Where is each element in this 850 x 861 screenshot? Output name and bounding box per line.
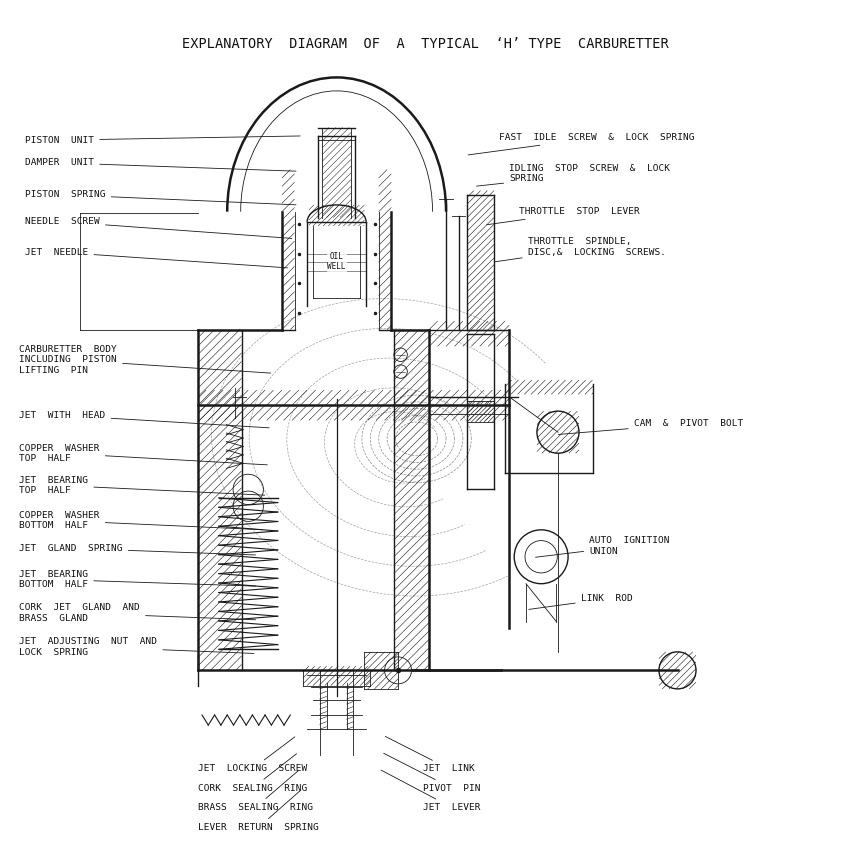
- Text: THROTTLE  STOP  LEVER: THROTTLE STOP LEVER: [487, 208, 640, 225]
- Text: JET  BEARING
BOTTOM  HALF: JET BEARING BOTTOM HALF: [20, 570, 256, 589]
- Text: COPPER  WASHER
BOTTOM  HALF: COPPER WASHER BOTTOM HALF: [20, 511, 263, 530]
- Text: JET  ADJUSTING  NUT  AND
LOCK  SPRING: JET ADJUSTING NUT AND LOCK SPRING: [20, 637, 254, 656]
- Text: CARBURETTER  BODY
INCLUDING  PISTON
LIFTING  PIN: CARBURETTER BODY INCLUDING PISTON LIFTIN…: [20, 345, 271, 375]
- Text: IDLING  STOP  SCREW  &  LOCK
SPRING: IDLING STOP SCREW & LOCK SPRING: [477, 164, 670, 186]
- Text: CORK  JET  GLAND  AND
BRASS  GLAND: CORK JET GLAND AND BRASS GLAND: [20, 604, 256, 623]
- Text: JET  WITH  HEAD: JET WITH HEAD: [20, 411, 269, 428]
- Text: DAMPER  UNIT: DAMPER UNIT: [26, 158, 296, 171]
- Text: JET  LINK: JET LINK: [385, 736, 475, 773]
- Text: AUTO  IGNITION
UNION: AUTO IGNITION UNION: [536, 536, 670, 557]
- Text: JET  LEVER: JET LEVER: [381, 770, 481, 812]
- Text: PISTON  SPRING: PISTON SPRING: [26, 190, 296, 205]
- Text: CORK  SEALING  RING: CORK SEALING RING: [198, 753, 307, 793]
- Text: CAM  &  PIVOT  BOLT: CAM & PIVOT BOLT: [558, 419, 743, 435]
- Text: BRASS  SEALING  RING: BRASS SEALING RING: [198, 771, 313, 812]
- Text: JET  BEARING
TOP  HALF: JET BEARING TOP HALF: [20, 475, 265, 495]
- Text: EXPLANATORY  DIAGRAM  OF  A  TYPICAL  ʻHʼ TYPE  CARBURETTER: EXPLANATORY DIAGRAM OF A TYPICAL ʻHʼ TYP…: [182, 37, 668, 51]
- Text: JET  NEEDLE: JET NEEDLE: [26, 248, 287, 268]
- Text: THROTTLE  SPINDLE,
DISC,&  LOCKING  SCREWS.: THROTTLE SPINDLE, DISC,& LOCKING SCREWS.: [495, 238, 666, 262]
- Text: PIVOT  PIN: PIVOT PIN: [383, 753, 481, 793]
- Text: JET  GLAND  SPRING: JET GLAND SPRING: [20, 544, 256, 555]
- Text: LEVER  RETURN  SPRING: LEVER RETURN SPRING: [198, 790, 319, 833]
- Text: JET  LOCKING  SCREW: JET LOCKING SCREW: [198, 737, 307, 773]
- Text: LINK  ROD: LINK ROD: [529, 594, 632, 610]
- Text: OIL
WELL: OIL WELL: [327, 252, 346, 271]
- Text: FAST  IDLE  SCREW  &  LOCK  SPRING: FAST IDLE SCREW & LOCK SPRING: [468, 133, 694, 155]
- Text: NEEDLE  SCREW: NEEDLE SCREW: [26, 217, 292, 238]
- Text: COPPER  WASHER
TOP  HALF: COPPER WASHER TOP HALF: [20, 443, 268, 465]
- Text: PISTON  UNIT: PISTON UNIT: [26, 136, 300, 145]
